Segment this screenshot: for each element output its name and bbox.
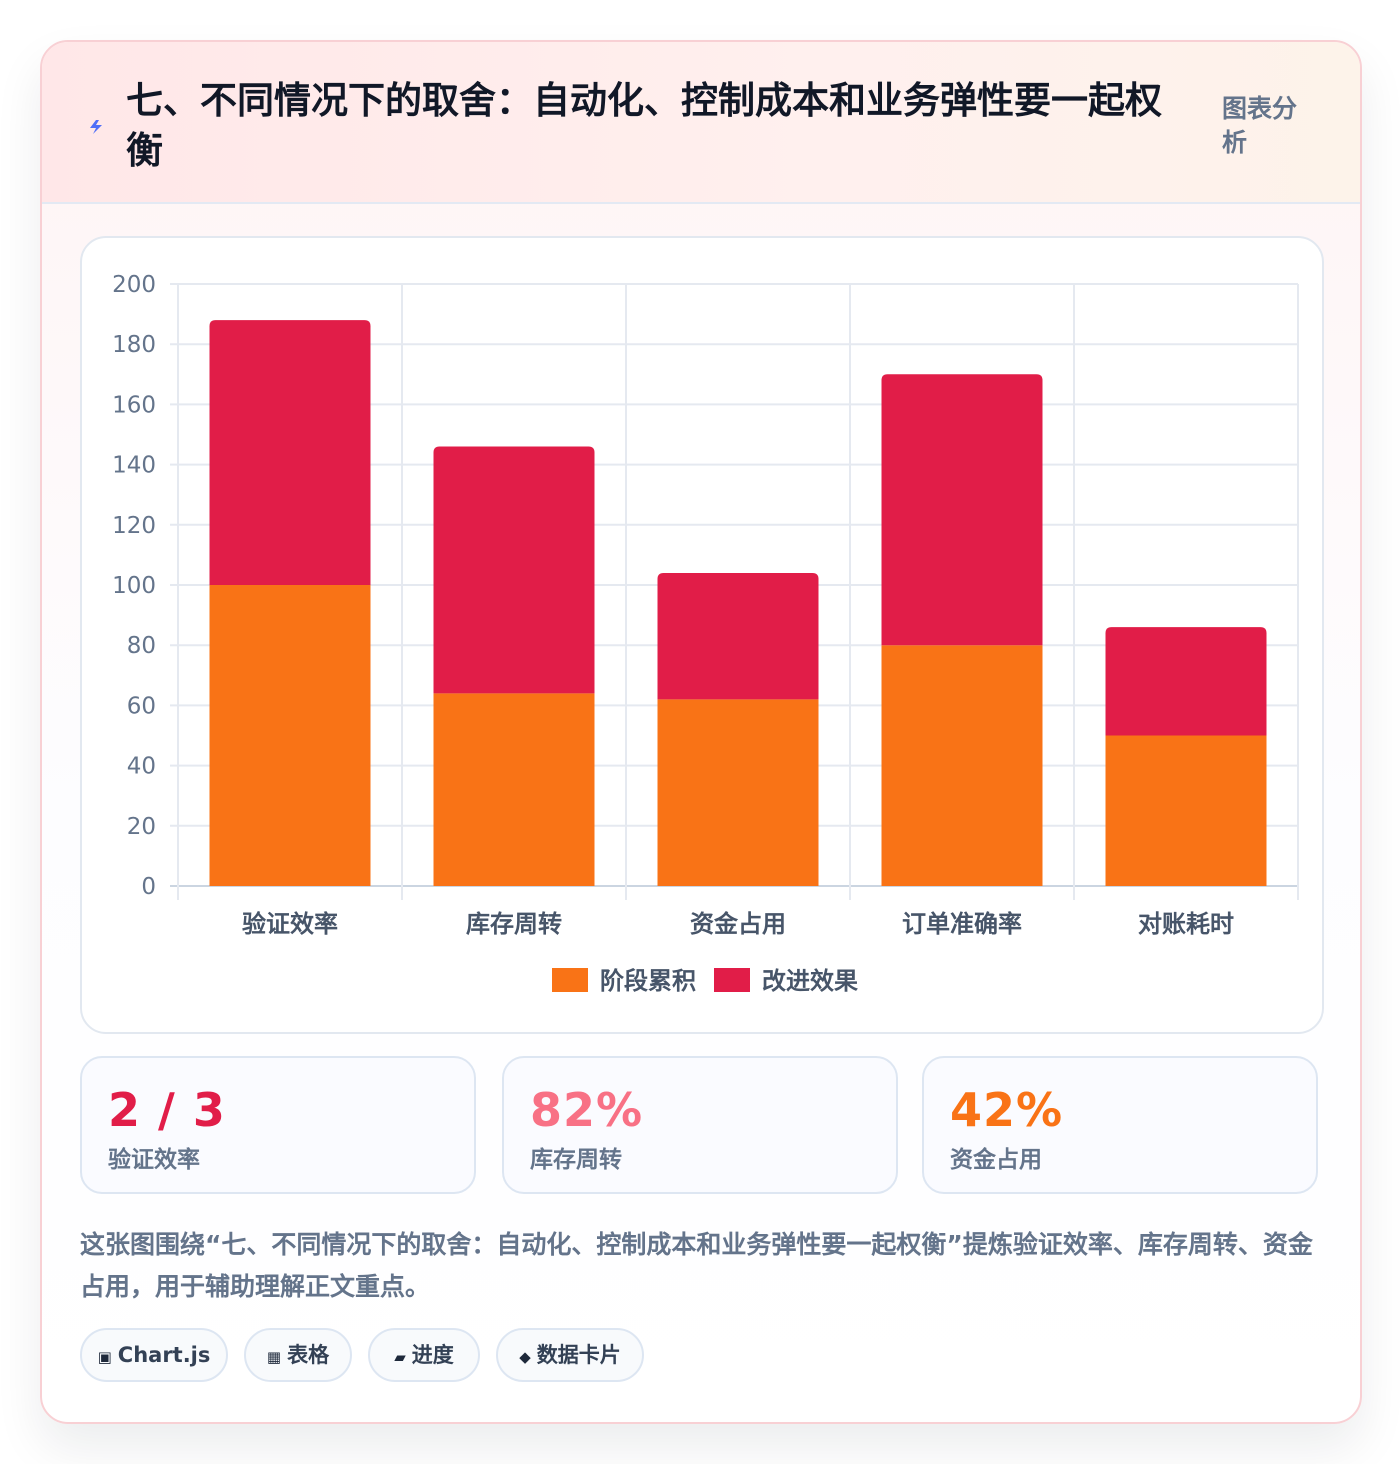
x-tick-label: 订单准确率 bbox=[902, 910, 1022, 938]
bar-improvement-3 bbox=[881, 374, 1043, 646]
chip-data-card[interactable]: ◆ 数据卡片 bbox=[496, 1328, 644, 1382]
chip-label: 进度 bbox=[411, 1343, 454, 1367]
chart-description: 这张图围绕“七、不同情况下的取舍：自动化、控制成本和业务弹性要一起权衡”提炼验证… bbox=[80, 1230, 1313, 1301]
card-header: 七、不同情况下的取舍：自动化、控制成本和业务弹性要一起权衡 图表分析 bbox=[42, 42, 1360, 204]
y-tick-label: 180 bbox=[112, 332, 156, 358]
chip-chartjs[interactable]: ▣ Chart.js bbox=[80, 1328, 228, 1382]
chart-analysis-tag: 图表分析 bbox=[1222, 94, 1298, 157]
chart-card: 七、不同情况下的取舍：自动化、控制成本和业务弹性要一起权衡 图表分析 0 20 40… bbox=[40, 40, 1362, 1424]
y-tick-label: 160 bbox=[112, 392, 156, 418]
y-tick-label: 60 bbox=[127, 693, 156, 719]
stat-value: 82% bbox=[530, 1083, 644, 1137]
chart-icon: ▣ bbox=[97, 1348, 112, 1366]
legend-swatch bbox=[552, 968, 588, 992]
diamond-icon: ◆ bbox=[519, 1348, 531, 1366]
bar-improvement-4 bbox=[1105, 627, 1267, 736]
table-icon: ▦ bbox=[266, 1348, 282, 1366]
chip-label: 表格 bbox=[287, 1343, 330, 1367]
x-tick-label: 库存周转 bbox=[466, 910, 562, 938]
stat-label: 资金占用 bbox=[950, 1147, 1042, 1173]
x-tick-label: 验证效率 bbox=[242, 910, 338, 938]
stacked-bar-chart: 0 20 40 60 80 100 120 140 160 180 200 验证效率 库存周转 资金占用 订… bbox=[112, 272, 1299, 995]
y-tick-label: 0 bbox=[141, 874, 156, 900]
y-tick-label: 200 bbox=[112, 272, 156, 298]
page-title: 七、不同情况下的取舍：自动化、控制成本和业务弹性要一起权衡 bbox=[126, 79, 1162, 172]
bar-stage-cumulative-1 bbox=[433, 693, 595, 886]
y-tick-label: 40 bbox=[127, 754, 156, 780]
bar-stage-cumulative-3 bbox=[881, 645, 1043, 886]
legend-swatch bbox=[714, 968, 750, 992]
chip-label: Chart.js bbox=[117, 1343, 211, 1367]
chip-list: ▣ Chart.js ▦ 表格 ▰ 进度 ◆ 数据卡片 bbox=[80, 1328, 1320, 1386]
bar-stage-cumulative-2 bbox=[657, 699, 819, 886]
stat-value: 42% bbox=[950, 1083, 1064, 1137]
x-tick-label: 资金占用 bbox=[690, 910, 786, 938]
stat-card-3: 42% 资金占用 bbox=[922, 1056, 1318, 1194]
bar-improvement-1 bbox=[433, 446, 595, 694]
legend-label: 阶段累积 bbox=[600, 967, 696, 995]
bar-stage-cumulative-0 bbox=[209, 585, 371, 886]
stat-card-2: 82% 库存周转 bbox=[502, 1056, 898, 1194]
chip-progress[interactable]: ▰ 进度 bbox=[368, 1328, 480, 1382]
bar-improvement-0 bbox=[209, 320, 371, 585]
lightning-icon bbox=[90, 120, 102, 134]
y-tick-label: 140 bbox=[112, 453, 156, 479]
progress-icon: ▰ bbox=[394, 1348, 406, 1366]
chip-label: 数据卡片 bbox=[536, 1343, 621, 1367]
y-tick-label: 80 bbox=[127, 633, 156, 659]
y-tick-label: 20 bbox=[127, 814, 156, 840]
bar-stage-cumulative-4 bbox=[1105, 735, 1267, 886]
chart-container: 0 20 40 60 80 100 120 140 160 180 200 验证效率 库存周转 资金占用 订… bbox=[80, 236, 1324, 1034]
stat-value: 2 / 3 bbox=[108, 1083, 226, 1137]
y-tick-label: 120 bbox=[112, 513, 156, 539]
stat-cards: 2 / 3 验证效率 82% 库存周转 42% 资金占用 bbox=[80, 1056, 1324, 1198]
legend-label: 改进效果 bbox=[762, 967, 858, 995]
stat-label: 库存周转 bbox=[530, 1147, 622, 1173]
stat-label: 验证效率 bbox=[108, 1147, 200, 1173]
y-tick-label: 100 bbox=[112, 573, 156, 599]
stat-card-1: 2 / 3 验证效率 bbox=[80, 1056, 476, 1194]
x-tick-label: 对账耗时 bbox=[1138, 910, 1234, 938]
chip-table[interactable]: ▦ 表格 bbox=[244, 1328, 352, 1382]
bar-improvement-2 bbox=[657, 572, 819, 700]
